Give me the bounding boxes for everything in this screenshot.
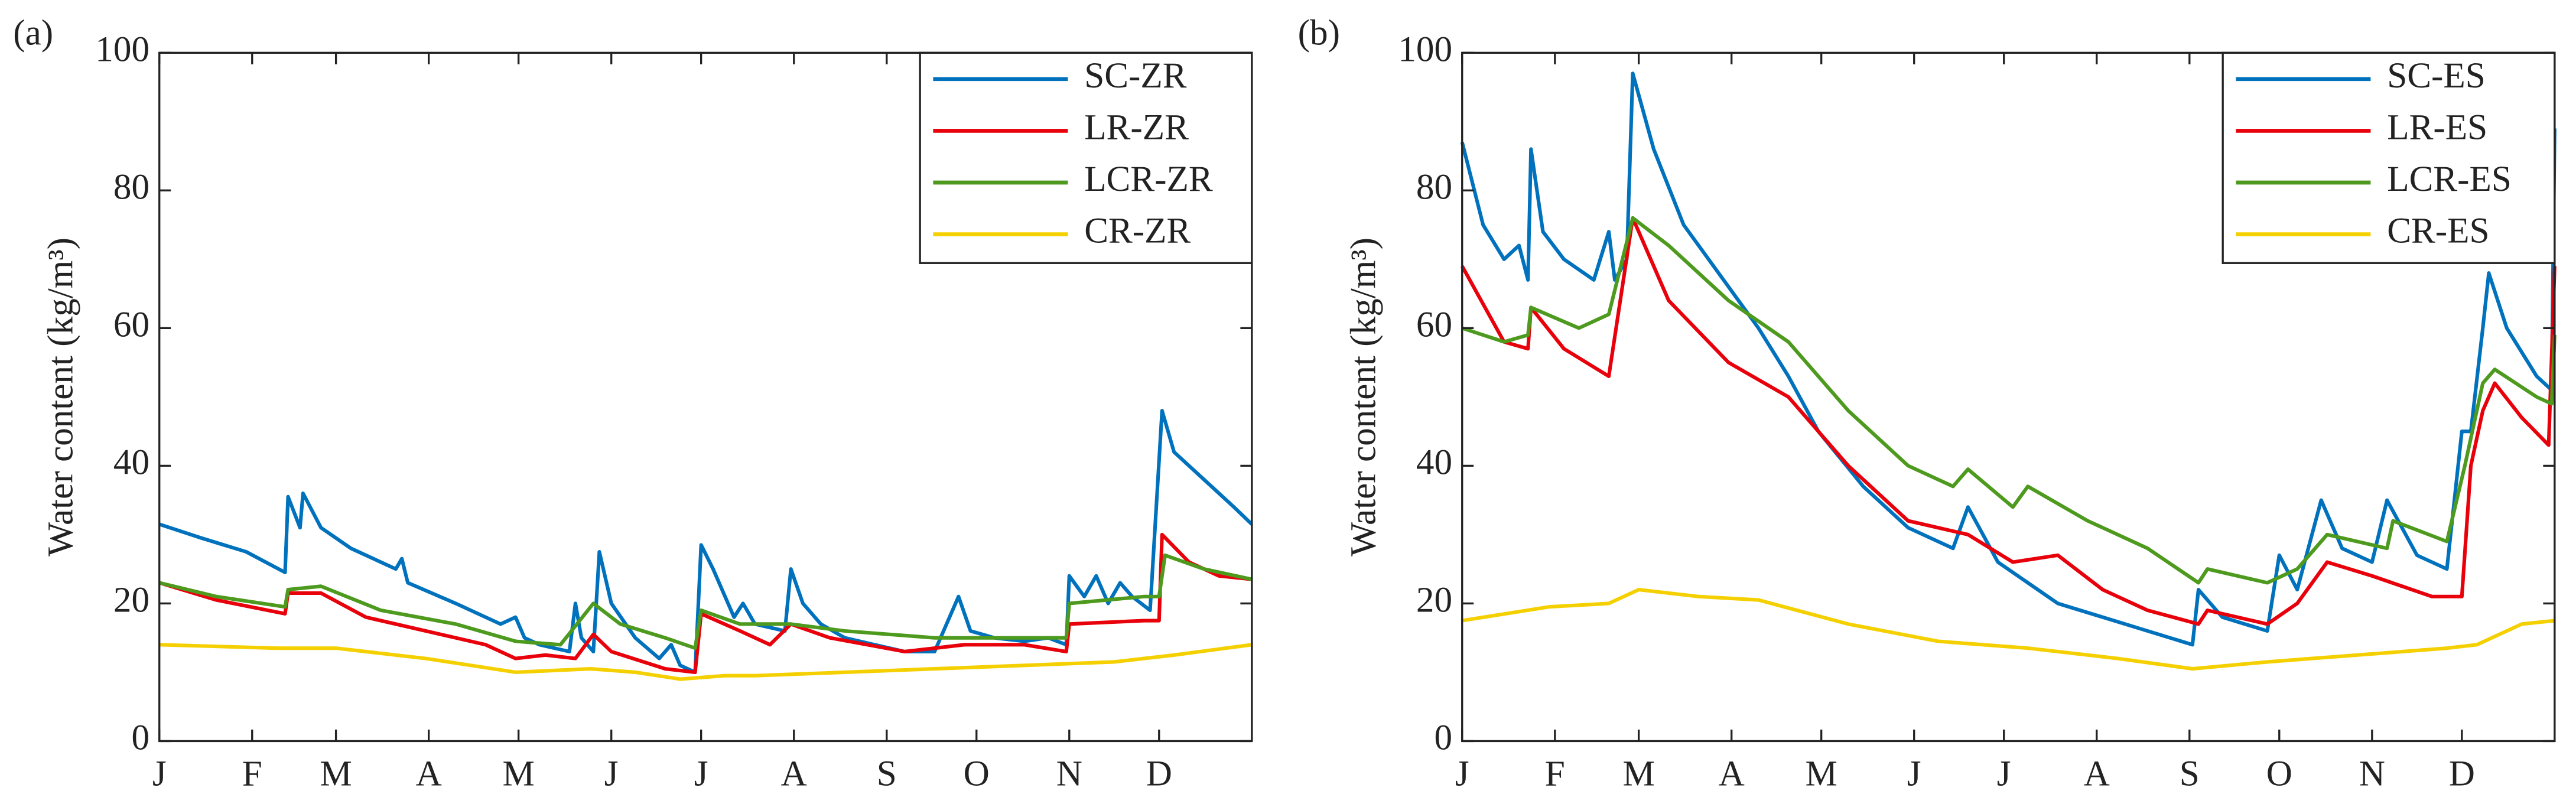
x-tick-label: J [1997,754,2011,794]
y-tick-label: 60 [113,304,149,344]
y-tick-label: 100 [1398,29,1452,69]
y-tick-label: 80 [1416,167,1452,207]
x-tick-label: M [1622,754,1654,794]
x-tick-label: A [416,754,442,794]
x-tick-label: F [1545,754,1565,794]
legend-label: SC-ES [2387,56,2486,96]
x-tick-label: J [152,754,167,794]
x-tick-label: O [2266,754,2292,794]
axes-box [1461,51,2556,743]
y-tick-label: 20 [113,580,149,620]
axes-box [158,51,1253,743]
legend-label: CR-ZR [1084,211,1191,251]
x-tick-label: N [1056,754,1082,794]
legend-label: LR-ES [2387,107,2487,147]
x-tick-label: M [1805,754,1837,794]
y-axis-label: Water content (kg/m³) [40,237,80,557]
x-tick-label: J [1455,754,1469,794]
series-line [1461,216,2557,626]
series-line [158,409,1253,674]
x-tick-label: A [1719,754,1745,794]
x-tick-label: A [2084,754,2110,794]
y-tick-label: 0 [1434,717,1452,757]
series-line [1461,216,2557,585]
x-tick-label: M [320,754,352,794]
x-tick-label: J [1907,754,1921,794]
series-line [1462,588,2555,671]
y-tick-label: 40 [113,442,149,482]
x-tick-label: F [242,754,262,794]
panel-label: (a) [13,13,53,53]
x-tick-label: N [2359,754,2385,794]
y-tick-label: 20 [1416,580,1452,620]
y-tick-label: 0 [131,717,149,757]
legend-label: LCR-ZR [1084,159,1213,199]
series-line [1460,71,2557,647]
legend-box [919,51,1253,264]
y-tick-label: 40 [1416,442,1452,482]
x-tick-label: D [1146,754,1172,794]
panel-label: (b) [1298,13,1340,53]
y-tick-label: 60 [1416,304,1452,344]
series-line [159,643,1253,681]
x-tick-label: S [2180,754,2200,794]
legend-box [2222,51,2556,264]
y-axis-label: Water content (kg/m³) [1344,237,1384,557]
x-tick-label: O [964,754,990,794]
x-tick-label: A [781,754,807,794]
legend-label: SC-ZR [1084,56,1187,96]
x-tick-label: J [604,754,619,794]
y-tick-label: 100 [95,29,149,69]
legend-label: CR-ES [2387,211,2489,251]
x-tick-label: S [877,754,897,794]
x-tick-label: J [694,754,708,794]
series-line [158,553,1253,650]
x-tick-label: D [2449,754,2475,794]
x-tick-label: M [502,754,534,794]
legend-label: LCR-ES [2387,159,2512,199]
legend-label: LR-ZR [1084,107,1189,147]
y-tick-label: 80 [113,167,149,207]
